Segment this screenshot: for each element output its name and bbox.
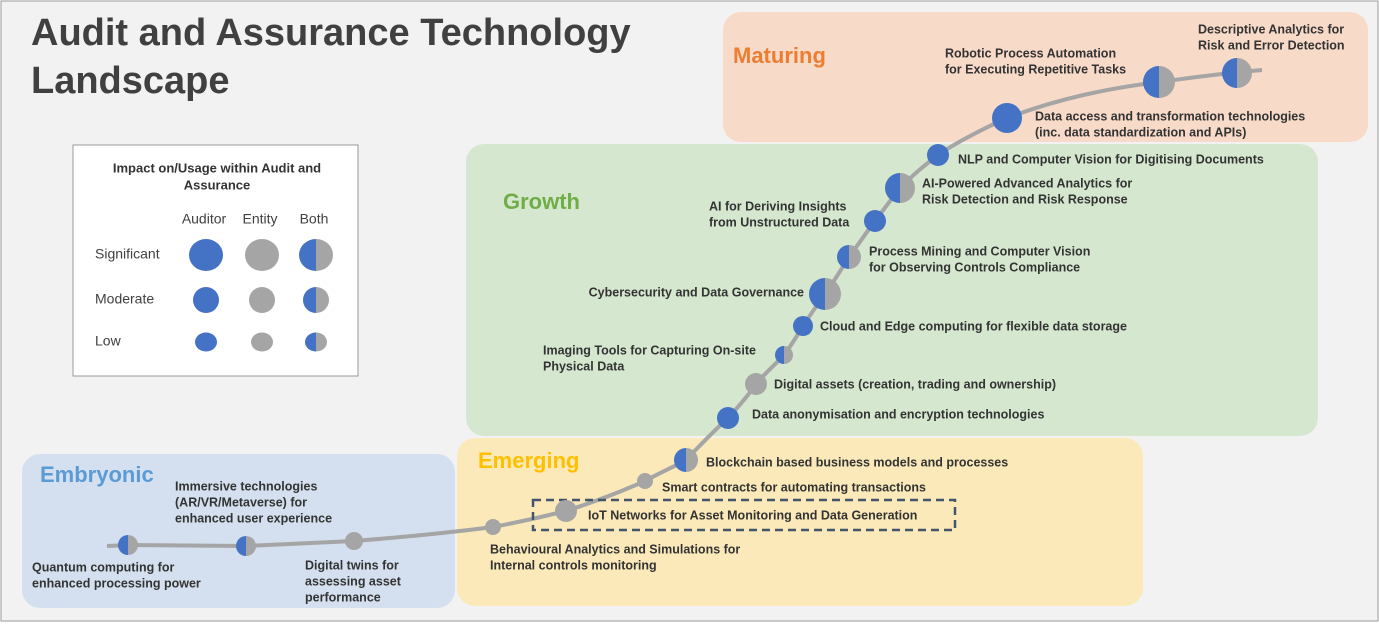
auditor-dot [717,407,739,429]
node-label: for Executing Repetitive Tasks [945,62,1126,76]
entity-dot [251,332,273,352]
node-label: Risk and Error Detection [1198,38,1345,52]
node-label: Smart contracts for automating transacti… [662,480,926,494]
stage-label: Emerging [478,448,579,473]
node-label: enhanced processing power [32,576,201,590]
node-label: AI for Deriving Insights [709,199,847,213]
stage-box [22,454,455,608]
stage-box [466,144,1318,436]
stage-box [457,438,1143,606]
both-dot-right [128,535,138,555]
node-label: Digital assets (creation, trading and ow… [774,377,1056,391]
both-dot-left [1222,58,1237,88]
entity-dot [249,287,275,313]
node-label: Data access and transformation technolog… [1035,109,1305,123]
both-dot-right [900,173,915,203]
both-dot-left [885,173,900,203]
node-label: performance [305,590,381,604]
auditor-dot [193,287,219,313]
node-label: Process Mining and Computer Vision [869,244,1090,258]
auditor-dot [195,332,217,352]
node-label: Behavioural Analytics and Simulations fo… [490,542,740,556]
page-title: Landscape [31,60,230,102]
node-label: Quantum computing for [32,560,174,574]
node-label: Immersive technologies [175,479,317,493]
both-dot-right [686,448,698,472]
both-dot-right [825,278,841,310]
both-dot-left [1143,66,1159,98]
legend-row: Low [95,333,122,349]
both-dot-left [775,346,784,364]
node-label: Data anonymisation and encryption techno… [752,407,1044,421]
node-label: assessing asset [305,574,402,588]
both-dot-right [316,239,333,271]
both-dot-left [837,245,849,269]
entity-dot [485,519,501,535]
node-label: Cybersecurity and Data Governance [589,285,804,299]
legend-column: Entity [242,211,277,227]
node-label: (AR/VR/Metaverse) for [175,495,307,509]
auditor-dot [927,144,949,166]
stage-label: Maturing [733,43,826,68]
legend-title: Impact on/Usage within Audit and [113,160,321,175]
both-dot-right [849,245,861,269]
stage-label: Growth [503,189,580,214]
entity-dot [245,239,279,271]
node-label: for Observing Controls Compliance [869,260,1080,274]
both-dot-left [118,535,128,555]
node-label: Internal controls monitoring [490,558,657,572]
stage-label: Embryonic [40,462,154,487]
legend-row: Moderate [95,291,154,307]
entity-dot [745,373,767,395]
entity-dot [345,532,363,550]
both-dot-left [299,239,316,271]
page-title: Audit and Assurance Technology [31,12,631,54]
node-label: (inc. data standardization and APIs) [1035,125,1246,139]
stage-box [723,12,1368,142]
node-label: Blockchain based business models and pro… [706,455,1008,469]
node-label: IoT Networks for Asset Monitoring and Da… [588,508,917,522]
entity-dot [555,500,577,522]
node-label: Robotic Process Automation [945,46,1116,60]
node-label: Cloud and Edge computing for flexible da… [820,319,1127,333]
both-dot-right [1237,58,1252,88]
both-dot-right [316,287,329,313]
node-label: NLP and Computer Vision for Digitising D… [958,152,1264,166]
highlight-box [531,498,957,532]
both-dot-left [809,278,825,310]
auditor-dot [992,103,1022,133]
node-label: enhanced user experience [175,511,332,525]
both-dot-right [784,346,793,364]
auditor-dot [189,239,223,271]
both-dot-left [303,287,316,313]
node-label: Imaging Tools for Capturing On-site [543,343,756,357]
both-dot-left [305,332,316,352]
legend-title: Assurance [184,177,250,192]
node-label: Descriptive Analytics for [1198,22,1344,36]
node-label: from Unstructured Data [709,215,850,229]
both-dot-right [1159,66,1175,98]
both-dot-left [236,536,246,556]
node-label: Digital twins for [305,558,399,572]
legend-row: Significant [95,246,160,262]
auditor-dot [793,316,813,336]
legend-column: Both [300,211,329,227]
both-dot-right [246,536,256,556]
legend-column: Auditor [182,211,227,227]
both-dot-left [674,448,686,472]
auditor-dot [864,210,886,232]
node-label: AI-Powered Advanced Analytics for [922,176,1132,190]
entity-dot [637,473,653,489]
node-label: Physical Data [543,359,625,373]
node-label: Risk Detection and Risk Response [922,192,1128,206]
both-dot-right [316,332,327,352]
